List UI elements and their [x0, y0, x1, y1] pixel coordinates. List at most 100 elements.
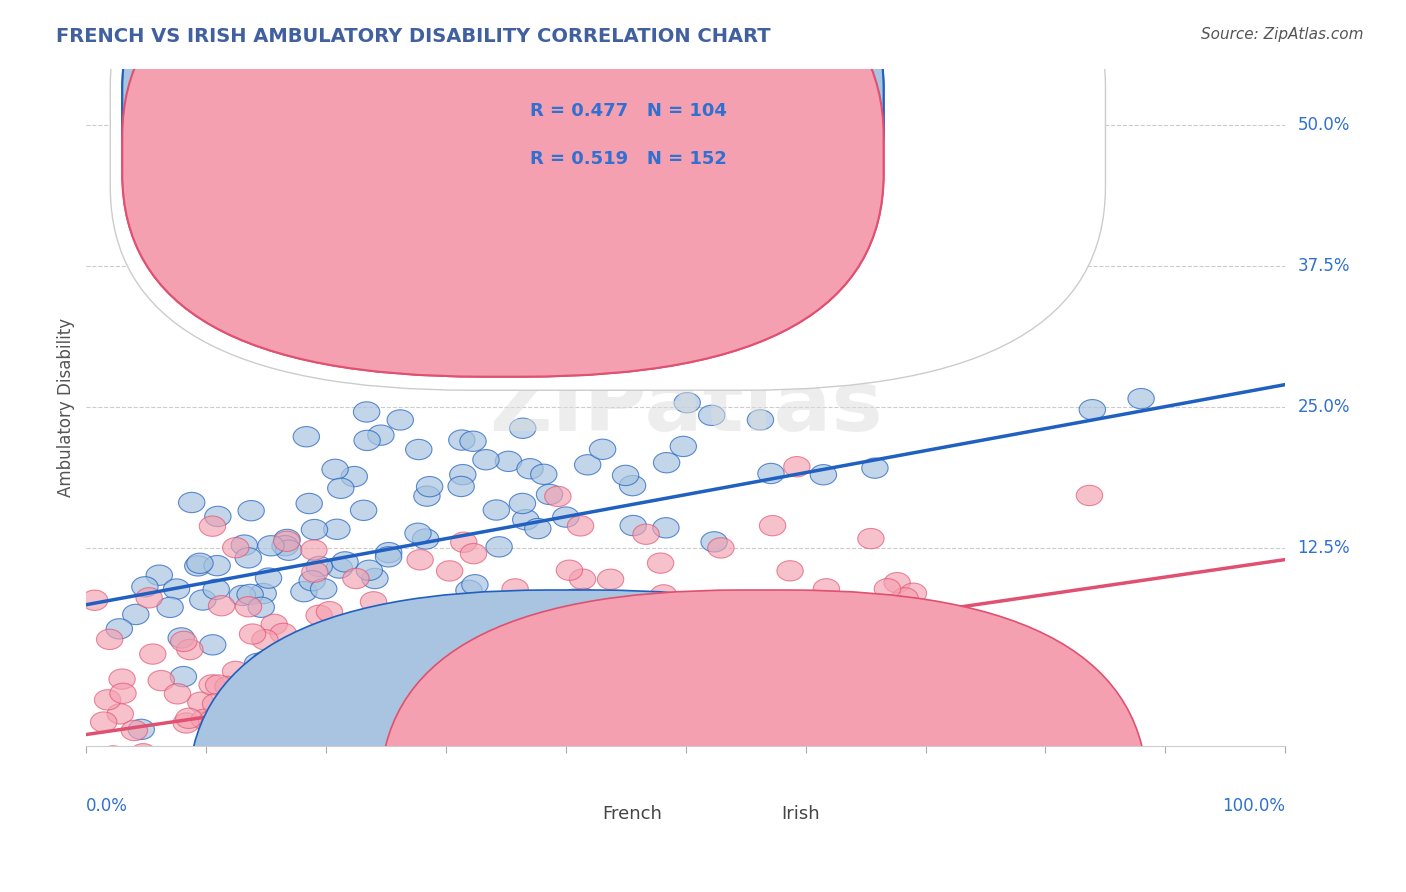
Ellipse shape	[696, 630, 723, 649]
Ellipse shape	[633, 619, 659, 639]
Ellipse shape	[263, 645, 290, 665]
Ellipse shape	[437, 714, 464, 735]
Ellipse shape	[520, 656, 547, 676]
Ellipse shape	[128, 719, 155, 739]
Ellipse shape	[184, 775, 211, 796]
Ellipse shape	[630, 610, 655, 630]
Ellipse shape	[186, 746, 212, 766]
Ellipse shape	[270, 670, 297, 690]
Ellipse shape	[326, 558, 353, 578]
Ellipse shape	[292, 426, 319, 447]
Ellipse shape	[875, 579, 901, 599]
Ellipse shape	[439, 720, 465, 740]
Ellipse shape	[862, 458, 889, 478]
Text: R = 0.477   N = 104: R = 0.477 N = 104	[530, 103, 727, 120]
Ellipse shape	[633, 524, 659, 544]
Ellipse shape	[200, 516, 225, 536]
Ellipse shape	[578, 700, 605, 721]
Ellipse shape	[595, 699, 620, 720]
Ellipse shape	[322, 459, 349, 480]
Ellipse shape	[281, 675, 307, 696]
Ellipse shape	[184, 556, 211, 576]
Text: FRENCH VS IRISH AMBULATORY DISABILITY CORRELATION CHART: FRENCH VS IRISH AMBULATORY DISABILITY CO…	[56, 27, 770, 45]
Ellipse shape	[650, 737, 676, 757]
Ellipse shape	[76, 761, 103, 781]
Ellipse shape	[783, 457, 810, 477]
Ellipse shape	[652, 517, 679, 538]
Ellipse shape	[302, 562, 328, 582]
Text: R = 0.477   N = 104: R = 0.477 N = 104	[530, 103, 727, 120]
Ellipse shape	[353, 401, 380, 422]
Ellipse shape	[195, 844, 222, 864]
Ellipse shape	[163, 579, 190, 599]
Ellipse shape	[778, 561, 803, 581]
Ellipse shape	[202, 579, 229, 599]
Ellipse shape	[329, 698, 356, 718]
Ellipse shape	[170, 632, 197, 651]
Ellipse shape	[375, 547, 402, 567]
Ellipse shape	[204, 556, 231, 576]
Ellipse shape	[139, 644, 166, 665]
Ellipse shape	[301, 742, 328, 763]
Ellipse shape	[256, 568, 281, 589]
Ellipse shape	[478, 626, 505, 647]
Y-axis label: Ambulatory Disability: Ambulatory Disability	[58, 318, 75, 497]
FancyBboxPatch shape	[188, 590, 956, 892]
Ellipse shape	[169, 628, 194, 648]
Ellipse shape	[323, 519, 350, 540]
Ellipse shape	[707, 538, 734, 558]
Ellipse shape	[461, 574, 488, 595]
Ellipse shape	[810, 465, 837, 485]
Ellipse shape	[94, 690, 121, 710]
Ellipse shape	[312, 803, 339, 823]
Ellipse shape	[484, 500, 509, 520]
Ellipse shape	[274, 529, 301, 549]
Text: Source: ZipAtlas.com: Source: ZipAtlas.com	[1201, 27, 1364, 42]
Ellipse shape	[568, 516, 593, 536]
Ellipse shape	[561, 589, 588, 609]
Ellipse shape	[375, 542, 402, 563]
Ellipse shape	[891, 588, 918, 608]
Ellipse shape	[198, 674, 225, 695]
Ellipse shape	[202, 694, 229, 714]
Ellipse shape	[486, 537, 512, 557]
Ellipse shape	[495, 451, 522, 472]
Ellipse shape	[136, 588, 162, 608]
Ellipse shape	[236, 584, 263, 605]
FancyBboxPatch shape	[122, 0, 883, 376]
Ellipse shape	[690, 618, 716, 639]
Ellipse shape	[322, 772, 349, 791]
Ellipse shape	[307, 557, 332, 576]
Ellipse shape	[449, 430, 475, 450]
Ellipse shape	[191, 709, 218, 730]
Ellipse shape	[107, 704, 134, 724]
Ellipse shape	[105, 619, 132, 639]
Ellipse shape	[187, 692, 214, 713]
Ellipse shape	[170, 666, 197, 687]
Ellipse shape	[641, 593, 668, 613]
Ellipse shape	[110, 683, 136, 704]
Ellipse shape	[353, 633, 380, 653]
Ellipse shape	[222, 538, 249, 558]
Ellipse shape	[492, 618, 517, 639]
Ellipse shape	[332, 636, 359, 657]
Ellipse shape	[449, 476, 474, 497]
Ellipse shape	[291, 582, 318, 602]
Ellipse shape	[301, 540, 328, 560]
Ellipse shape	[270, 624, 297, 643]
Ellipse shape	[328, 478, 354, 499]
Text: 12.5%: 12.5%	[1298, 540, 1350, 558]
Ellipse shape	[271, 535, 298, 556]
Ellipse shape	[356, 560, 382, 581]
Ellipse shape	[276, 540, 302, 560]
Ellipse shape	[432, 605, 458, 625]
Ellipse shape	[179, 492, 205, 513]
Ellipse shape	[578, 738, 605, 757]
Ellipse shape	[413, 486, 440, 507]
Text: R = 0.519   N = 152: R = 0.519 N = 152	[530, 150, 727, 168]
Ellipse shape	[235, 597, 262, 617]
Ellipse shape	[307, 605, 332, 625]
Ellipse shape	[177, 755, 204, 774]
Ellipse shape	[647, 553, 673, 574]
Ellipse shape	[557, 560, 582, 581]
